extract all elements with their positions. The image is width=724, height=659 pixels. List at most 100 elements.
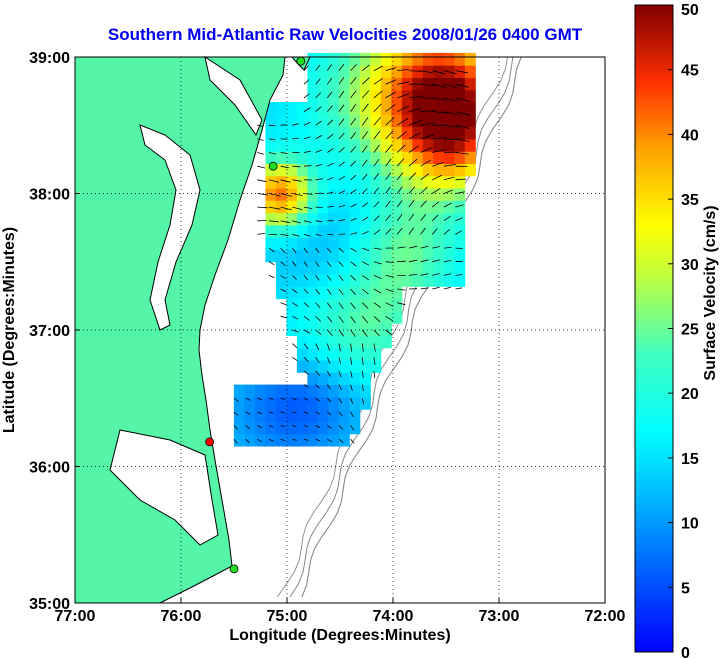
velocity-cell (233, 421, 245, 435)
velocity-vector (327, 206, 334, 208)
velocity-vector (315, 302, 321, 309)
velocity-cell (328, 310, 340, 324)
y-tick-label: 39:00 (29, 50, 70, 67)
velocity-cell (464, 126, 476, 140)
velocity-cell (296, 335, 308, 349)
velocity-cell (412, 151, 424, 164)
velocity-cell (359, 237, 371, 250)
velocity-cell (286, 102, 298, 115)
velocity-vector (326, 64, 333, 71)
velocity-cell (317, 347, 329, 361)
velocity-cell (328, 298, 340, 312)
velocity-cell (296, 212, 308, 226)
velocity-vector (292, 179, 302, 182)
velocity-vector (420, 173, 430, 181)
velocity-cell (359, 126, 371, 140)
velocity-vector (420, 214, 427, 222)
velocity-cell (307, 310, 319, 324)
velocity-cell (317, 237, 329, 250)
velocity-vector (432, 70, 445, 75)
velocity-cell (401, 261, 413, 275)
velocity-cell (328, 433, 340, 447)
velocity-cell (443, 175, 455, 189)
velocity-vector (326, 247, 332, 253)
velocity-vector (420, 83, 435, 87)
velocity-cell (275, 286, 287, 300)
velocity-vector (257, 233, 265, 235)
colorbar-tick-label: 5 (681, 580, 690, 597)
colorbar-tick-label: 50 (681, 2, 699, 19)
velocity-cell (349, 323, 361, 336)
velocity-cell (370, 249, 382, 263)
velocity-cell (370, 310, 382, 324)
velocity-cell (307, 421, 319, 435)
velocity-vector (420, 70, 434, 74)
velocity-vector (373, 65, 383, 71)
velocity-cell (275, 138, 287, 152)
velocity-cell (296, 274, 308, 287)
velocity-vector (292, 329, 299, 333)
velocity-cell (443, 224, 455, 238)
velocity-cell (317, 224, 329, 238)
velocity-vector (362, 261, 370, 266)
velocity-cell (296, 114, 308, 128)
velocity-vector (361, 131, 368, 140)
velocity-cell (380, 310, 392, 324)
velocity-vector (373, 90, 383, 99)
velocity-cell (401, 188, 413, 201)
velocity-vector (257, 165, 266, 169)
velocity-cell (443, 274, 455, 287)
velocity-cell (307, 323, 319, 336)
velocity-cell (464, 52, 476, 66)
y-axis-ticks: 35:00 36:00 37:00 38:00 39:00 (29, 50, 80, 613)
velocity-vector (455, 83, 469, 88)
velocity-cell (349, 102, 361, 115)
velocity-cell (317, 372, 329, 386)
velocity-cell (359, 249, 371, 263)
velocity-vector (350, 64, 357, 71)
velocity-vector (408, 107, 423, 112)
velocity-vector (396, 200, 403, 208)
velocity-cell (307, 261, 319, 275)
velocity-cell (433, 65, 445, 78)
velocity-vector (361, 343, 364, 352)
velocity-cell (275, 126, 287, 140)
velocity-cell (296, 421, 308, 435)
velocity-cell (380, 151, 392, 164)
velocity-vector (373, 288, 382, 294)
velocity-cell (391, 89, 403, 103)
velocity-vector (326, 343, 330, 351)
velocity-cell (359, 200, 371, 214)
velocity-cell (338, 212, 350, 226)
velocity-cell (286, 175, 298, 189)
velocity-cell (370, 360, 382, 373)
colorbar-tick-label: 10 (681, 516, 699, 533)
velocity-vector (303, 150, 311, 153)
velocity-vector (292, 411, 297, 414)
velocity-vector (303, 357, 309, 363)
velocity-vector (268, 152, 276, 155)
velocity-cell (317, 286, 329, 300)
velocity-cell (401, 212, 413, 226)
velocity-cell (349, 286, 361, 300)
velocity-vector (291, 247, 297, 254)
y-tick-label: 35:00 (29, 596, 70, 613)
velocity-vector (385, 79, 397, 85)
velocity-vector (315, 135, 323, 140)
velocity-cell (401, 200, 413, 214)
velocity-vector (432, 259, 440, 263)
velocity-cell (370, 188, 382, 201)
velocity-cell (412, 126, 424, 140)
velocity-cell (349, 89, 361, 103)
velocity-cell (286, 261, 298, 275)
velocity-cell (422, 114, 434, 128)
velocity-cell (317, 188, 329, 201)
velocity-cell (307, 433, 319, 447)
velocity-cell (433, 224, 445, 238)
velocity-vector (338, 425, 343, 430)
velocity-vector (408, 227, 415, 235)
velocity-cell (454, 188, 466, 201)
velocity-cell (412, 274, 424, 287)
velocity-cell (286, 126, 298, 140)
velocity-cell (265, 237, 277, 250)
